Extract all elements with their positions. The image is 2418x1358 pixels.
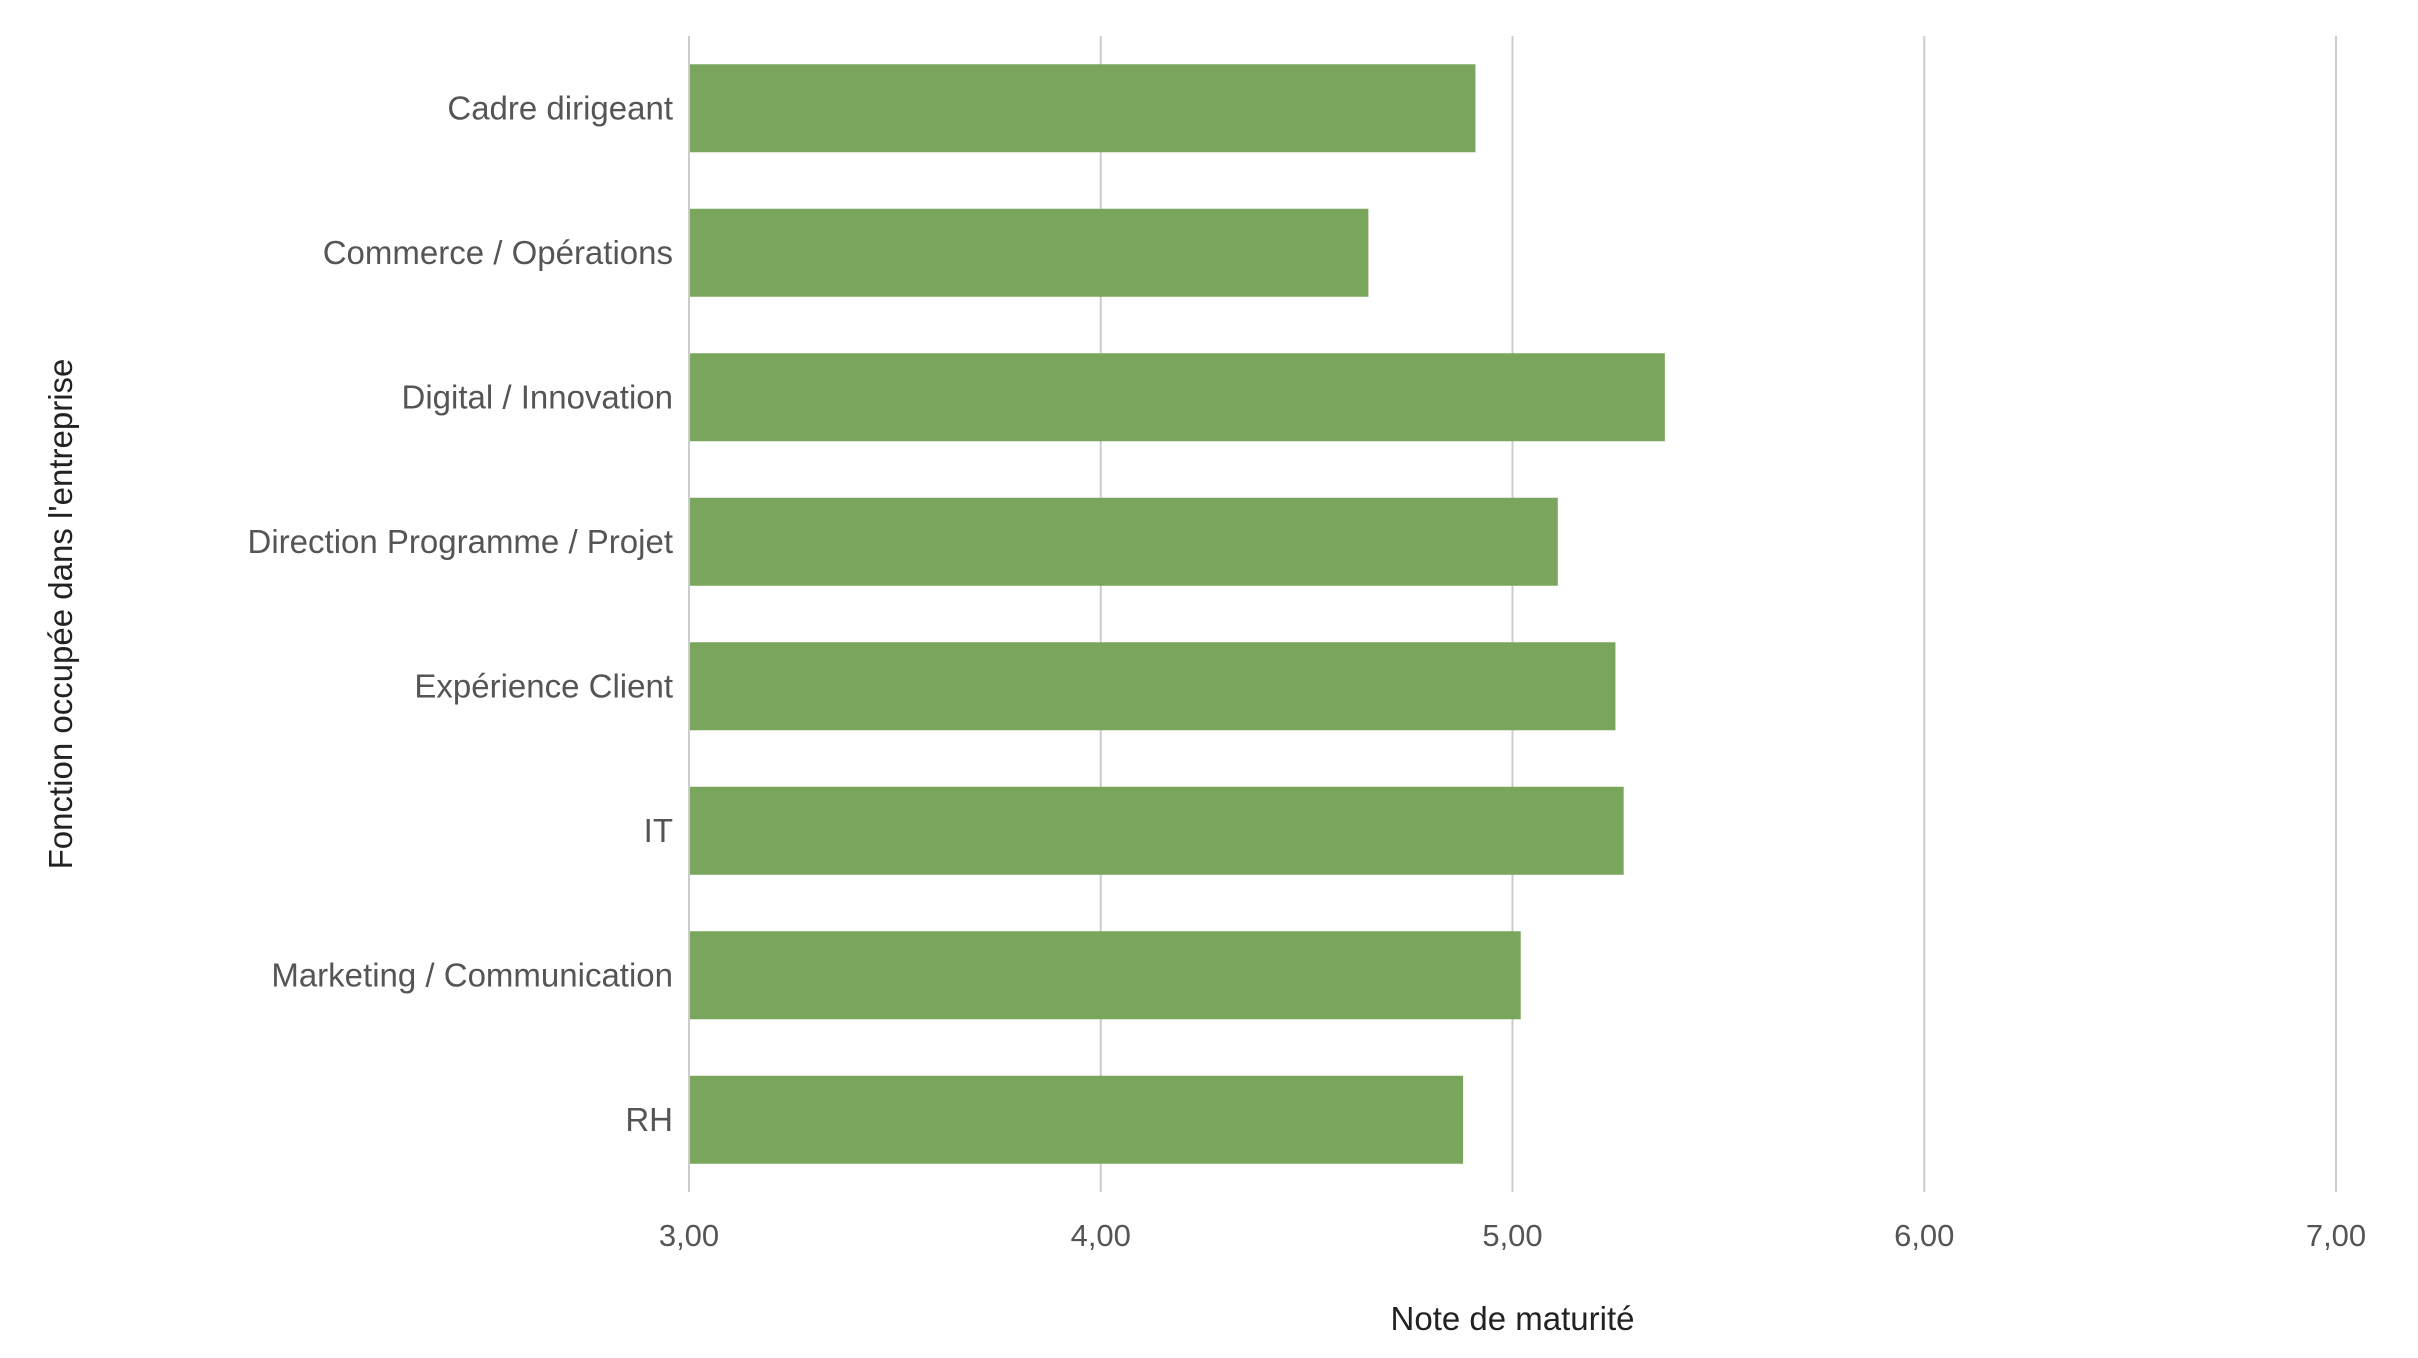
x-tick-label: 3,00 [659,1218,719,1253]
category-label: Cadre dirigeant [447,89,673,126]
bar [690,497,1558,586]
category-label: Commerce / Opérations [323,234,673,271]
x-axis-title: Note de maturité [1391,1300,1635,1337]
category-label: IT [644,812,673,849]
category-label: Direction Programme / Projet [248,523,673,560]
category-label: Marketing / Communication [271,956,673,993]
x-tick-labels: 3,00 4,00 5,00 6,00 7,00 [659,1218,2366,1253]
x-tick-label: 6,00 [1894,1218,1954,1253]
category-labels: Cadre dirigeant Commerce / Opérations Digi… [248,89,673,1138]
bar [690,1075,1464,1164]
bar [690,642,1616,731]
category-label: RH [625,1101,673,1138]
bar [690,208,1369,297]
bar [690,931,1521,1020]
bar [690,64,1476,153]
category-label: Expérience Client [414,667,673,704]
x-tick-label: 7,00 [2306,1218,2366,1253]
category-label: Digital / Innovation [402,378,674,415]
x-tick-label: 5,00 [1482,1218,1542,1253]
y-axis-title: Fonction occupée dans l'entreprise [42,359,79,870]
bars [690,64,1665,1164]
x-tick-label: 4,00 [1071,1218,1131,1253]
bar [690,786,1624,875]
bar [690,353,1665,442]
